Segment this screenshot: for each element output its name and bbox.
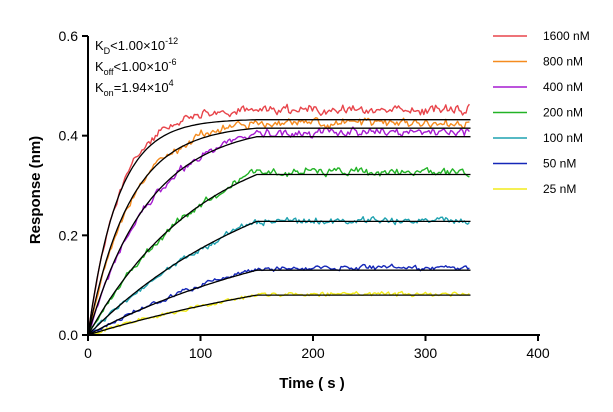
data-trace-25-nm bbox=[87, 290, 470, 335]
legend-label: 400 nM bbox=[543, 80, 583, 94]
y-tick-label: 0.2 bbox=[59, 227, 79, 243]
data-trace-100-nm bbox=[87, 216, 470, 335]
y-tick-label: 0.0 bbox=[59, 327, 79, 343]
fit-curve-50-nm bbox=[87, 269, 471, 336]
fit-curve-25-nm bbox=[87, 294, 471, 336]
kd-annotation: KD<1.00×10-12 bbox=[95, 36, 178, 56]
legend-label: 100 nM bbox=[543, 131, 583, 145]
legend-label: 1600 nM bbox=[543, 29, 590, 43]
x-tick-label: 200 bbox=[301, 345, 325, 361]
fit-curve-1600-nm bbox=[87, 119, 471, 336]
legend-label: 50 nM bbox=[543, 157, 576, 171]
data-trace-50-nm bbox=[87, 263, 470, 336]
annotations: KD<1.00×10-12 Koff<1.00×10-6 Kon=1.94×10… bbox=[95, 36, 178, 98]
legend-label: 200 nM bbox=[543, 106, 583, 120]
kon-annotation: Kon=1.94×104 bbox=[95, 78, 174, 98]
x-tick-label: 300 bbox=[414, 345, 438, 361]
x-tick-label: 100 bbox=[189, 345, 213, 361]
data-trace-1600-nm bbox=[87, 103, 470, 335]
y-tick-label: 0.4 bbox=[59, 128, 79, 144]
x-axis-title: Time ( s ) bbox=[279, 375, 345, 392]
legend-label: 800 nM bbox=[543, 55, 583, 69]
legend: 1600 nM 800 nM 400 nM 200 nM 100 nM 50 nM 25 n… bbox=[493, 29, 590, 196]
y-tick-label: 0.6 bbox=[59, 28, 79, 44]
x-tick-label: 0 bbox=[84, 345, 92, 361]
y-axis-title: Response (nm) bbox=[27, 136, 44, 244]
ticks: 0 100 200 300 400 0.0 0.2 0.4 0.6 bbox=[59, 28, 550, 361]
data-trace-800-nm bbox=[87, 117, 470, 336]
fit-curve-400-nm bbox=[87, 136, 471, 336]
x-tick-label: 400 bbox=[526, 345, 550, 361]
data-trace-400-nm bbox=[87, 126, 470, 336]
koff-annotation: Koff<1.00×10-6 bbox=[95, 57, 176, 77]
fit-curve-100-nm bbox=[87, 220, 471, 336]
fit-curve-800-nm bbox=[87, 127, 471, 336]
data-trace-200-nm bbox=[87, 166, 470, 335]
fit-curve-200-nm bbox=[87, 173, 471, 336]
plot-curves bbox=[87, 103, 471, 336]
legend-label: 25 nM bbox=[543, 182, 576, 196]
